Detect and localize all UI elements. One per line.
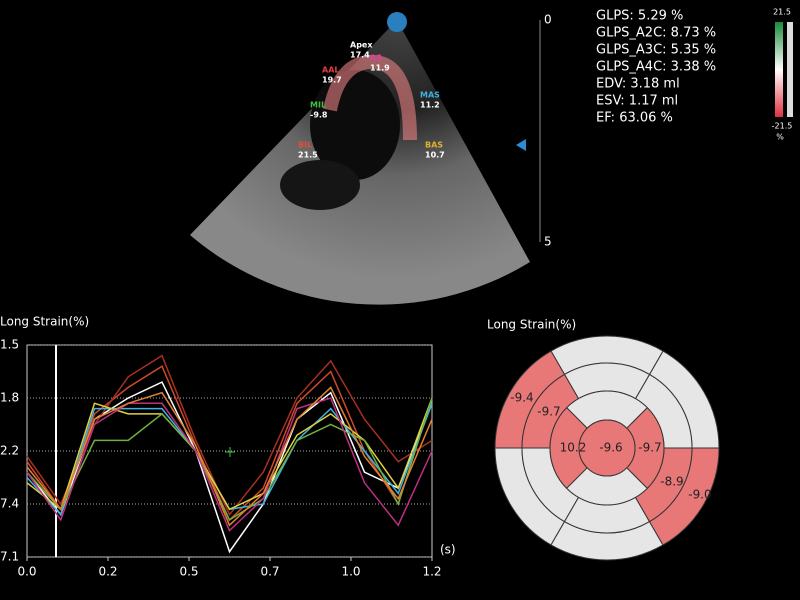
color-unit: % <box>776 133 784 142</box>
x-axis-label: (s) <box>440 543 456 557</box>
bullseye-apex <box>578 419 636 477</box>
y-tick-label: 1.8 <box>0 391 19 405</box>
strain-curve <box>26 381 433 554</box>
strain-curve <box>26 386 433 527</box>
strain-overlay <box>323 54 417 141</box>
segment-name: AS <box>370 54 382 63</box>
x-tick-label: 0.7 <box>260 565 279 579</box>
measurement: EF: 63.06 % <box>596 111 673 126</box>
strain-curve <box>26 403 433 517</box>
segment-name: BIL <box>298 141 312 150</box>
measurement: GLPS_A3C: 5.35 % <box>596 43 716 58</box>
measurement: GLPS_A2C: 8.73 % <box>596 26 716 41</box>
color-max: 21.5 <box>773 8 791 17</box>
y-tick-label: 7.1 <box>0 550 19 564</box>
measurement: ESV: 1.17 ml <box>596 94 678 109</box>
segment-name: AAL <box>322 66 339 75</box>
x-tick-label: 1.2 <box>422 565 441 579</box>
x-tick-label: 0.2 <box>98 565 117 579</box>
segment-name: BAS <box>425 141 443 150</box>
color-bar <box>787 22 793 117</box>
segment-value: 10.7 <box>425 151 445 160</box>
measurement: EDV: 3.18 ml <box>596 77 680 92</box>
logo <box>387 12 407 32</box>
segment-label: -9.7 <box>638 441 661 455</box>
measurement: GLPS_A4C: 3.38 % <box>596 60 716 75</box>
y-tick-label: 2.2 <box>0 444 19 458</box>
chart-title: Long Strain(%) <box>0 315 89 329</box>
strain-curve <box>26 397 433 532</box>
depth-label: 5 <box>544 235 552 249</box>
segment-value: 11.9 <box>370 64 390 73</box>
bullseye-title: Long Strain(%) <box>487 318 576 332</box>
segment-label: -9.4 <box>510 391 533 405</box>
segment-label: -8.9 <box>660 475 683 489</box>
measurement: GLPS: 5.29 % <box>596 9 683 24</box>
segment-value: -9.8 <box>310 111 328 120</box>
x-tick-label: 1.0 <box>341 565 360 579</box>
crosshair <box>225 447 235 457</box>
segment-name: MIL <box>310 101 326 110</box>
color-bar <box>775 22 783 117</box>
x-tick-label: 0.5 <box>179 565 198 579</box>
segment-label: -9.6 <box>599 441 622 455</box>
segment-name: MAS <box>420 91 440 100</box>
segment-value: 17.4 <box>350 51 370 60</box>
segment-label: -9.7 <box>537 405 560 419</box>
x-tick-label: 0.0 <box>17 565 36 579</box>
y-tick-label: 7.4 <box>0 497 19 511</box>
segment-value: 19.7 <box>322 76 342 85</box>
segment-label: -9.0 <box>688 488 711 502</box>
color-min: -21.5 <box>772 122 793 131</box>
y-tick-label: 1.5 <box>0 338 19 352</box>
focus-marker <box>516 139 526 151</box>
segment-label: 10.2 <box>560 441 587 455</box>
depth-label: 0 <box>544 13 552 27</box>
strain-curve <box>26 397 433 521</box>
segment-value: 11.2 <box>420 101 440 110</box>
chamber <box>280 160 360 210</box>
segment-value: 21.5 <box>298 151 318 160</box>
segment-name: Apex <box>350 41 373 50</box>
